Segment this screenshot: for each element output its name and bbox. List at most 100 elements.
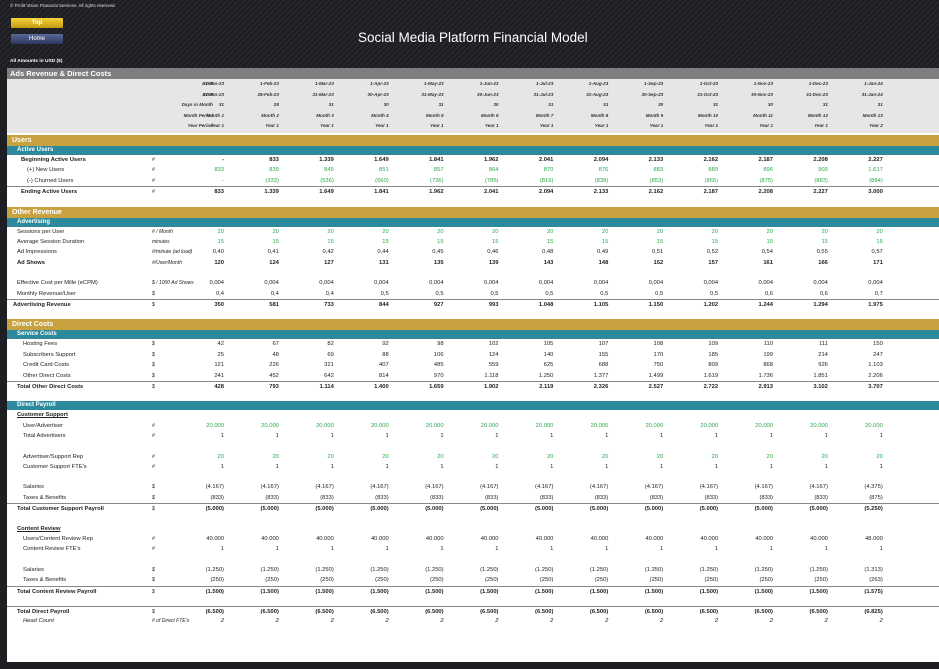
table-cell[interactable]: 1	[824, 433, 828, 440]
table-cell[interactable]: 185	[708, 351, 719, 358]
table-cell[interactable]: 124	[269, 259, 279, 266]
table-cell[interactable]: 2	[824, 618, 828, 625]
table-cell[interactable]: 1.649	[374, 157, 389, 163]
table-cell[interactable]: (853)	[649, 177, 664, 184]
table-cell[interactable]: (1.500)	[260, 588, 279, 595]
table-cell[interactable]: 20	[492, 453, 499, 460]
table-cell[interactable]: (250)	[375, 577, 389, 584]
table-cell[interactable]: 0,48	[542, 249, 554, 256]
table-cell[interactable]: (4.167)	[425, 484, 444, 491]
table-cell[interactable]: 2.227	[813, 189, 828, 196]
table-cell[interactable]: (5.000)	[589, 506, 609, 513]
table-cell[interactable]: (6.500)	[754, 609, 773, 615]
table-cell[interactable]: 166	[818, 259, 828, 266]
table-cell[interactable]: 1	[330, 546, 334, 553]
table-cell[interactable]: 1.339	[319, 157, 334, 163]
table-cell[interactable]: 0,004	[648, 280, 664, 287]
table-cell[interactable]: 1.851	[813, 372, 828, 379]
table-cell[interactable]: 15	[766, 239, 773, 245]
table-cell[interactable]: 0,49	[597, 249, 609, 256]
table-cell[interactable]: 0,45	[432, 249, 444, 256]
table-cell[interactable]: 2	[550, 618, 554, 625]
table-cell[interactable]: 1.499	[648, 372, 664, 379]
table-cell[interactable]: 124	[488, 351, 499, 358]
table-cell[interactable]: (5.000)	[425, 506, 444, 513]
table-cell[interactable]: 1	[550, 546, 554, 553]
table-cell[interactable]: (1.250)	[644, 566, 664, 573]
table-cell[interactable]: 1.659	[429, 384, 444, 390]
table-cell[interactable]: -	[222, 177, 224, 184]
table-cell[interactable]: 40.000	[700, 536, 719, 542]
table-cell[interactable]: (536)	[320, 177, 334, 184]
table-cell[interactable]: 1.962	[429, 189, 444, 196]
table-cell[interactable]: 1.902	[483, 384, 499, 390]
table-cell[interactable]: 1	[220, 464, 224, 470]
table-cell[interactable]: 67	[272, 341, 279, 348]
table-cell[interactable]: 127	[324, 259, 334, 266]
table-cell[interactable]: 0,40	[212, 249, 224, 256]
table-cell[interactable]: 3.000	[868, 189, 883, 196]
table-cell[interactable]: 1	[879, 546, 883, 553]
table-cell[interactable]: (5.000)	[370, 506, 389, 513]
table-cell[interactable]: 0,5	[655, 290, 664, 297]
table-cell[interactable]: (5.000)	[205, 506, 224, 513]
table-cell[interactable]: 1.619	[703, 372, 719, 379]
table-cell[interactable]: 98	[437, 341, 444, 348]
table-cell[interactable]: 857	[433, 167, 444, 174]
table-cell[interactable]: 0,57	[871, 249, 883, 256]
table-cell[interactable]: 2.133	[648, 157, 664, 163]
table-cell[interactable]: 40.000	[645, 536, 664, 542]
table-cell[interactable]: 876	[598, 167, 609, 174]
table-cell[interactable]: 2	[769, 618, 773, 625]
table-cell[interactable]: 970	[433, 372, 444, 379]
table-cell[interactable]: 40.000	[535, 536, 554, 542]
table-cell[interactable]: 143	[543, 259, 554, 266]
table-cell[interactable]: (6.500)	[205, 609, 224, 615]
table-cell[interactable]: 3.707	[868, 384, 883, 390]
table-cell[interactable]: 2	[879, 618, 883, 625]
table-cell[interactable]: 2.208	[758, 189, 773, 196]
table-cell[interactable]: 833	[269, 157, 279, 163]
table-cell[interactable]: 0,004	[538, 280, 554, 287]
table-cell[interactable]: 1	[769, 546, 773, 553]
table-cell[interactable]: 15	[711, 239, 719, 245]
table-cell[interactable]: 833	[214, 189, 224, 196]
table-cell[interactable]: 0,004	[758, 280, 773, 287]
table-cell[interactable]: 833	[214, 167, 224, 174]
table-cell[interactable]: 0,44	[377, 249, 389, 256]
table-cell[interactable]: 3.102	[813, 384, 828, 390]
table-cell[interactable]: (660)	[375, 177, 389, 184]
table-cell[interactable]: 139	[488, 259, 499, 266]
table-cell[interactable]: (875)	[869, 494, 883, 501]
table-cell[interactable]: 20	[437, 228, 444, 235]
table-cell[interactable]: 1	[440, 464, 444, 470]
table-cell[interactable]: 20	[382, 453, 389, 460]
table-cell[interactable]: (5.000)	[535, 506, 554, 513]
table-cell[interactable]: (6.500)	[260, 609, 279, 615]
table-cell[interactable]: 20	[766, 453, 773, 460]
table-cell[interactable]: 993	[488, 302, 499, 308]
table-cell[interactable]: 20	[272, 228, 279, 235]
table-cell[interactable]: 0,004	[319, 280, 334, 287]
table-cell[interactable]: (816)	[539, 177, 554, 184]
table-cell[interactable]: 1	[275, 546, 279, 553]
table-cell[interactable]: (1.575)	[864, 588, 883, 595]
table-cell[interactable]: 140	[543, 351, 554, 358]
table-cell[interactable]: 0,5	[545, 290, 554, 297]
table-cell[interactable]: 2.162	[648, 189, 664, 196]
table-cell[interactable]: (6.500)	[589, 609, 609, 615]
table-cell[interactable]: (263)	[869, 577, 883, 584]
table-cell[interactable]: 868	[763, 362, 773, 369]
table-cell[interactable]: (4.167)	[644, 484, 664, 491]
table-cell[interactable]: 0,6	[764, 290, 773, 297]
table-cell[interactable]: 20	[601, 453, 609, 460]
table-cell[interactable]: 0,004	[429, 280, 444, 287]
table-cell[interactable]: 688	[598, 362, 609, 369]
table-cell[interactable]: (5.000)	[644, 506, 664, 513]
table-cell[interactable]: (1.250)	[315, 566, 334, 573]
table-cell[interactable]: 1.400	[374, 384, 389, 390]
table-cell[interactable]: (250)	[430, 577, 444, 584]
table-cell[interactable]: (833)	[375, 494, 389, 501]
table-cell[interactable]: (4.167)	[754, 484, 773, 491]
table-cell[interactable]: (6.500)	[425, 609, 444, 615]
